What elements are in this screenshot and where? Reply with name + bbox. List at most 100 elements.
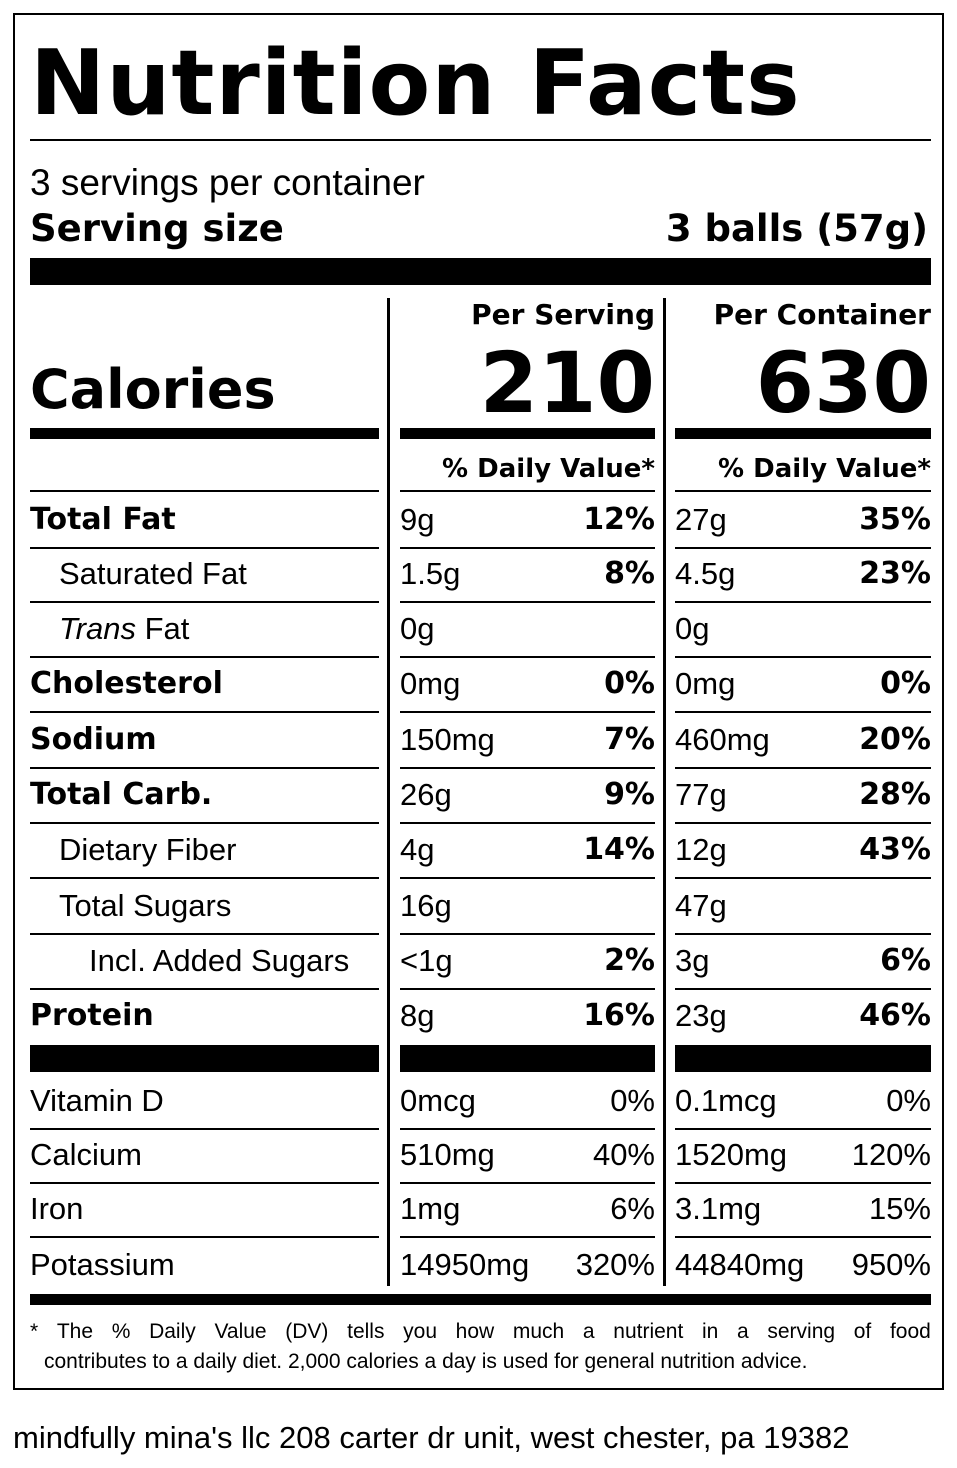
container-daily-value: 23% — [859, 556, 931, 591]
container-amount: 0mg — [675, 666, 736, 701]
protein-thick-divider-left — [30, 1045, 379, 1072]
serving-daily-value: 320% — [575, 1247, 655, 1282]
nutrient-row: Total Sugars 16g 47g — [15, 879, 946, 933]
container-daily-value: 20% — [859, 722, 931, 757]
row-divider — [675, 767, 931, 769]
container-daily-value: 0% — [886, 1083, 931, 1118]
row-divider — [30, 822, 379, 824]
container-daily-value — [675, 602, 931, 656]
row-divider — [30, 933, 379, 935]
footnote-word: The — [56, 1320, 94, 1343]
nutrient-name-italic: Trans — [59, 611, 136, 646]
footnote-word: a — [582, 1320, 595, 1343]
container-amount: 460mg — [675, 722, 770, 757]
nutrient-name-rest: Fat — [135, 611, 190, 646]
daily-value-header-divider — [30, 490, 379, 492]
footnote-word: a — [737, 1320, 749, 1343]
calories-divider-left — [30, 428, 379, 439]
calories-per-container: 630 — [755, 334, 931, 432]
serving-daily-value: 9% — [604, 777, 655, 812]
container-amount: 4.5g — [675, 556, 736, 591]
daily-value-header-serving: % Daily Value* — [442, 454, 655, 484]
row-divider — [400, 711, 655, 713]
container-amount: 1520mg — [675, 1137, 788, 1172]
row-divider — [675, 822, 931, 824]
footnote-word: serving — [767, 1320, 836, 1343]
row-divider — [30, 1182, 379, 1184]
container-amount: 44840mg — [675, 1247, 805, 1282]
nutrient-name: Protein — [30, 998, 154, 1033]
row-divider — [400, 1236, 655, 1238]
nutrient-name: Saturated Fat — [59, 556, 247, 591]
row-divider — [675, 933, 931, 935]
calories-divider-mid — [400, 428, 655, 439]
serving-daily-value: 0% — [604, 666, 655, 701]
row-divider — [400, 1128, 655, 1130]
serving-daily-value — [400, 602, 655, 656]
container-amount: 12g — [675, 832, 727, 867]
serving-daily-value — [400, 879, 655, 933]
container-amount: 0g — [675, 611, 710, 646]
footnote-word: of — [853, 1320, 872, 1343]
serving-amount: 0g — [400, 611, 435, 646]
serving-amount: 8g — [400, 998, 435, 1033]
nutrient-name: Cholesterol — [30, 666, 223, 701]
servings-per-container: 3 servings per container — [30, 162, 425, 203]
calories-divider-right — [675, 428, 931, 439]
container-daily-value: 46% — [859, 998, 931, 1033]
row-divider — [675, 711, 931, 713]
row-divider — [400, 822, 655, 824]
container-daily-value: 35% — [859, 502, 931, 537]
serving-amount: 510mg — [400, 1137, 495, 1172]
column-separator-2 — [663, 298, 666, 1286]
container-daily-value: 120% — [851, 1137, 931, 1172]
footnote-word: in — [701, 1320, 719, 1343]
nutrition-facts-label: Nutrition Facts 3 servings per container… — [13, 13, 944, 1390]
row-divider — [30, 711, 379, 713]
container-daily-value: 15% — [868, 1191, 931, 1226]
container-daily-value: 43% — [859, 832, 931, 867]
row-divider — [675, 877, 931, 879]
company-address: mindfully mina's llc 208 carter dr unit,… — [13, 1420, 850, 1455]
row-divider — [400, 547, 655, 549]
nutrient-name: Incl. Added Sugars — [89, 943, 350, 978]
vitamin-row: Vitamin D 0mcg 0% 0.1mcg 0% — [15, 1074, 946, 1128]
footnote-line-1: * The% Daily Value (DV) tells you how much a nutri… — [30, 1317, 931, 1347]
nutrient-row: Saturated Fat 1.5g 8% 4.5g 23% — [15, 547, 946, 601]
serving-daily-value: 6% — [610, 1191, 655, 1226]
nutrient-name: Total Sugars — [59, 888, 232, 923]
daily-value-header-divider — [400, 490, 655, 492]
serving-size-label: Serving size — [30, 207, 284, 250]
footnote-word: you — [403, 1320, 437, 1343]
container-amount: 0.1mcg — [675, 1083, 777, 1118]
nutrient-row: Sodium 150mg 7% 460mg 20% — [15, 713, 946, 767]
column-separator-1 — [387, 298, 390, 1286]
nutrient-row: Total Fat 9g 12% 27g 35% — [15, 493, 946, 547]
thick-divider-top — [30, 258, 931, 285]
vitamin-row: Calcium 510mg 40% 1520mg 120% — [15, 1128, 946, 1182]
row-divider — [30, 547, 379, 549]
serving-amount: 26g — [400, 777, 452, 812]
nutrient-row: Cholesterol 0mg 0% 0mg 0% — [15, 657, 946, 711]
label-title: Nutrition Facts — [30, 31, 801, 136]
protein-thick-divider-right — [675, 1045, 931, 1072]
footnote-word: Daily — [149, 1320, 196, 1343]
nutrient-row: Protein 8g 16% 23g 46% — [15, 989, 946, 1043]
calories-per-serving: 210 — [479, 334, 655, 432]
footnote-word: food — [889, 1320, 931, 1343]
container-amount: 23g — [675, 998, 727, 1033]
serving-daily-value: 0% — [610, 1083, 655, 1118]
protein-thick-divider-mid — [400, 1045, 655, 1072]
container-amount: 3.1mg — [675, 1191, 762, 1226]
footnote-word: Value — [214, 1320, 267, 1343]
nutrient-name: Total Fat — [30, 502, 176, 537]
footnote-divider — [30, 1294, 931, 1305]
nutrient-name: Iron — [30, 1191, 84, 1226]
row-divider — [675, 1236, 931, 1238]
serving-amount: 150mg — [400, 722, 495, 757]
footnote-word: how — [455, 1320, 495, 1343]
row-divider — [30, 1236, 379, 1238]
serving-daily-value: 12% — [583, 502, 655, 537]
nutrient-row: Dietary Fiber 4g 14% 12g 43% — [15, 823, 946, 877]
serving-amount: 14950mg — [400, 1247, 530, 1282]
